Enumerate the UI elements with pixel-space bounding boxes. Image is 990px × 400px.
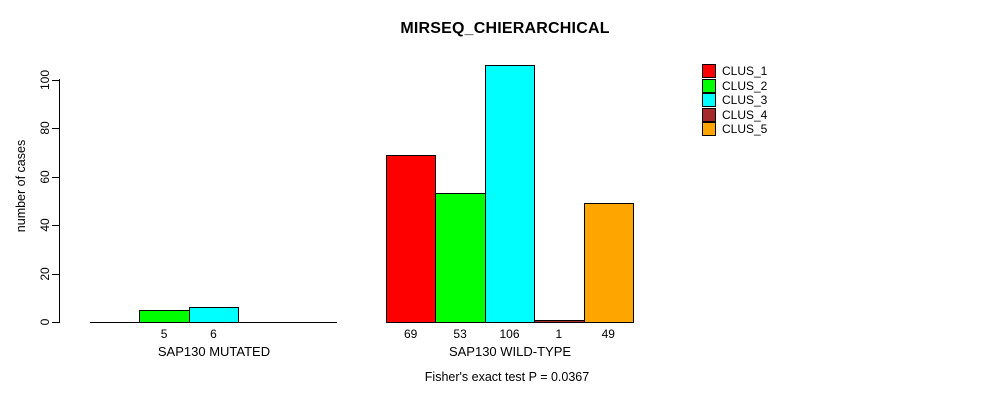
bar-clus-5-sap130-wild-type xyxy=(583,203,634,323)
legend-swatch-icon-clus-5 xyxy=(702,122,716,137)
y-tick-80 xyxy=(52,128,59,129)
x-group-label-sap130-mutated: SAP130 MUTATED xyxy=(157,344,271,359)
legend-label-clus-1: CLUS_1 xyxy=(722,64,768,79)
legend-swatch-icon-clus-4 xyxy=(702,107,716,122)
y-tick-20 xyxy=(52,274,59,275)
bar-value-label-clus-5-sap130-wild-type: 49 xyxy=(601,327,615,341)
legend-label-clus-3: CLUS_3 xyxy=(722,93,768,108)
legend-item-clus-3: CLUS_3 xyxy=(702,93,767,108)
legend-label-clus-5: CLUS_5 xyxy=(722,122,768,137)
legend-swatch-icon-clus-3 xyxy=(702,93,716,108)
legend-swatch-icon-clus-2 xyxy=(702,78,716,93)
y-tick-40 xyxy=(52,225,59,226)
legend-label-clus-4: CLUS_4 xyxy=(722,107,768,122)
bar-clus-3-sap130-wild-type xyxy=(484,65,536,323)
legend-item-clus-5: CLUS_5 xyxy=(702,122,767,137)
bar-clus-3-sap130-mutated xyxy=(188,307,240,323)
bar-clus-4-sap130-wild-type xyxy=(534,320,585,323)
y-tick-0 xyxy=(52,322,59,323)
bar-value-label-clus-4-sap130-wild-type: 1 xyxy=(555,327,563,341)
legend-swatch-icon-clus-1 xyxy=(702,64,716,79)
bar-value-label-clus-1-sap130-wild-type: 69 xyxy=(404,327,418,341)
legend-label-clus-2: CLUS_2 xyxy=(722,78,768,93)
y-tick-60 xyxy=(52,177,59,178)
x-group-label-sap130-wild-type: SAP130 WILD-TYPE xyxy=(448,344,572,359)
bar-value-label-clus-2-sap130-mutated: 5 xyxy=(160,327,168,341)
bar-value-label-clus-3-sap130-wild-type: 106 xyxy=(499,327,520,341)
legend-item-clus-1: CLUS_1 xyxy=(702,64,767,79)
bar-value-label-clus-3-sap130-mutated: 6 xyxy=(210,327,217,341)
bar-value-label-clus-2-sap130-wild-type: 53 xyxy=(453,327,467,341)
y-axis-line xyxy=(59,79,60,323)
bar-clus-2-sap130-wild-type xyxy=(435,193,486,323)
y-tick-100 xyxy=(52,80,59,81)
legend-item-clus-4: CLUS_4 xyxy=(702,107,768,123)
fisher-test-caption: Fisher's exact test P = 0.0367 xyxy=(424,370,590,384)
bar-clus-1-sap130-wild-type xyxy=(386,155,437,323)
bar-clus-2-sap130-mutated xyxy=(139,310,190,323)
legend-item-clus-2: CLUS_2 xyxy=(702,78,768,94)
legend: CLUS_1 CLUS_2 CLUS_3 CLUS_4 CLUS_5 xyxy=(702,64,767,137)
chart-title: MIRSEQ_CHIERARCHICAL xyxy=(400,20,610,37)
